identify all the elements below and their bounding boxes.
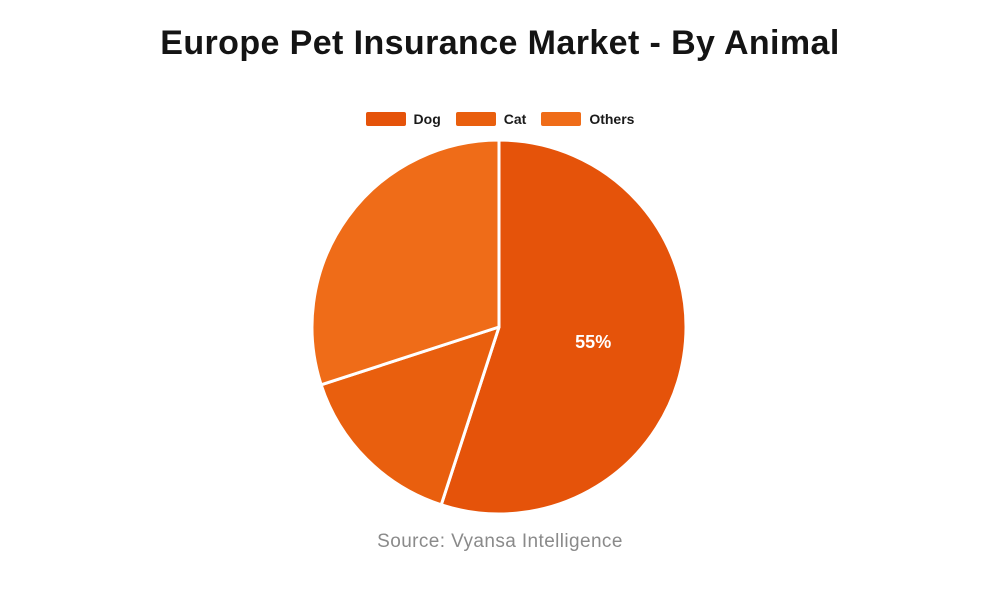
- legend-swatch-cat: [455, 112, 496, 126]
- legend: Dog Cat Others: [0, 111, 1000, 127]
- legend-item-others[interactable]: Others: [541, 111, 634, 127]
- legend-swatch-others: [541, 112, 582, 126]
- pie-slice-dog[interactable]: [439, 138, 688, 516]
- chart-title: Europe Pet Insurance Market - By Animal: [160, 24, 840, 62]
- legend-swatch-dog: [365, 112, 406, 126]
- legend-label-dog: Dog: [413, 111, 441, 127]
- legend-label-cat: Cat: [503, 111, 527, 127]
- legend-label-others: Others: [589, 111, 635, 127]
- legend-item-dog[interactable]: Dog: [365, 111, 441, 127]
- source-caption: Source: Vyansa Intelligence: [377, 531, 623, 552]
- legend-item-cat[interactable]: Cat: [455, 111, 527, 127]
- slice-label-dog: 55%: [575, 332, 611, 352]
- pie-slice-others[interactable]: [310, 138, 501, 387]
